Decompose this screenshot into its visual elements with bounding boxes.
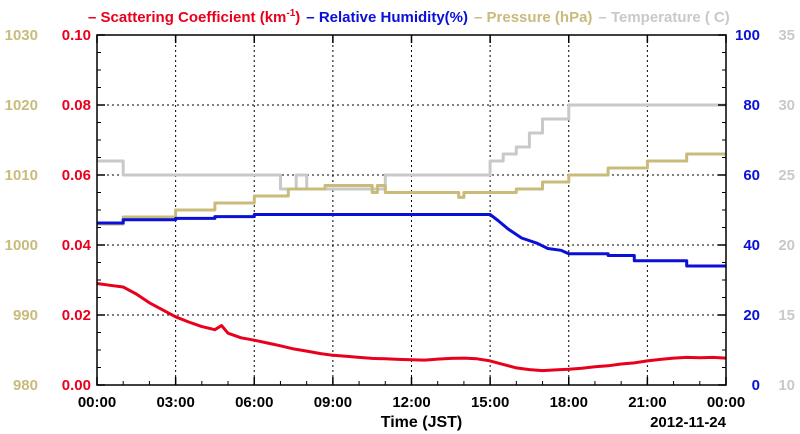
chart-legend: – Scattering Coefficient (km-1) – Relativ… <box>88 8 730 26</box>
legend-label-pres: Pressure (hPa) <box>487 9 593 26</box>
x-tick-label: 09:00 <box>314 394 352 411</box>
x-tick-label: 12:00 <box>392 394 430 411</box>
y-tick-label-pres: 1020 <box>5 97 38 114</box>
legend-sup: -1 <box>286 8 295 19</box>
y-tick-label-temp: 35 <box>778 27 795 44</box>
y-tick-label-scat: 0.10 <box>62 27 91 44</box>
legend-dash: – <box>598 9 611 26</box>
legend-label-rh: Relative Humidity(%) <box>319 9 468 26</box>
x-tick-label: 15:00 <box>471 394 509 411</box>
y-tick-label-rh: 80 <box>743 97 760 114</box>
y-tick-label-scat: 0.02 <box>62 307 91 324</box>
x-tick-label: 06:00 <box>235 394 273 411</box>
series-line-temp <box>97 103 726 191</box>
legend-text: – Scattering Coefficient (km-1) – Relativ… <box>88 8 730 26</box>
legend-label-temp: Temperature ( <box>611 9 710 26</box>
x-tick-label: 00:00 <box>707 394 745 411</box>
y-tick-label-pres: 1030 <box>5 27 38 44</box>
legend-tail: C) <box>714 9 730 26</box>
series-line-scat <box>96 282 727 373</box>
y-tick-label-scat: 0.06 <box>62 167 91 184</box>
y-tick-label-rh: 60 <box>743 167 760 184</box>
y-tick-label-temp: 30 <box>778 97 795 114</box>
y-tick-label-temp: 20 <box>778 237 795 254</box>
y-tick-label-rh: 100 <box>735 27 760 44</box>
y-tick-label-temp: 15 <box>778 307 795 324</box>
axes: 00:00 03:00 06:00 09:00 12:00 15:00 18:00 21:00… <box>5 27 795 411</box>
x-tick-label: 03:00 <box>156 394 194 411</box>
series-line-rh <box>97 213 726 268</box>
y-tick-label-pres: 1010 <box>5 167 38 184</box>
x-axis-label: Time (JST) <box>381 414 463 431</box>
y-tick-label-rh: 40 <box>743 237 760 254</box>
y-tick-label-scat: 0.04 <box>62 237 92 254</box>
legend-dash: – <box>474 9 487 26</box>
legend-dash: – <box>306 9 319 26</box>
y-tick-label-rh: 20 <box>743 307 760 324</box>
legend-tail: ) <box>295 9 300 26</box>
y-tick-label-temp: 25 <box>778 167 795 184</box>
series-group <box>96 103 727 373</box>
x-tick-label: 18:00 <box>550 394 588 411</box>
legend-label-scat: Scattering Coefficient (km <box>101 9 287 26</box>
grid-lines <box>97 35 726 385</box>
x-tick-label: 21:00 <box>628 394 666 411</box>
y-tick-label-scat: 0.00 <box>62 377 91 394</box>
y-tick-label-pres: 1000 <box>5 237 38 254</box>
x-tick-label: 00:00 <box>78 394 116 411</box>
series-line-pres <box>97 152 726 226</box>
y-tick-label-pres: 990 <box>13 307 38 324</box>
legend-dash: – <box>88 9 101 26</box>
date-label: 2012-11-24 <box>650 414 727 431</box>
y-tick-label-rh: 0 <box>752 377 760 394</box>
y-tick-label-temp: 10 <box>778 377 795 394</box>
y-tick-label-scat: 0.08 <box>62 97 91 114</box>
y-tick-label-pres: 980 <box>13 377 38 394</box>
